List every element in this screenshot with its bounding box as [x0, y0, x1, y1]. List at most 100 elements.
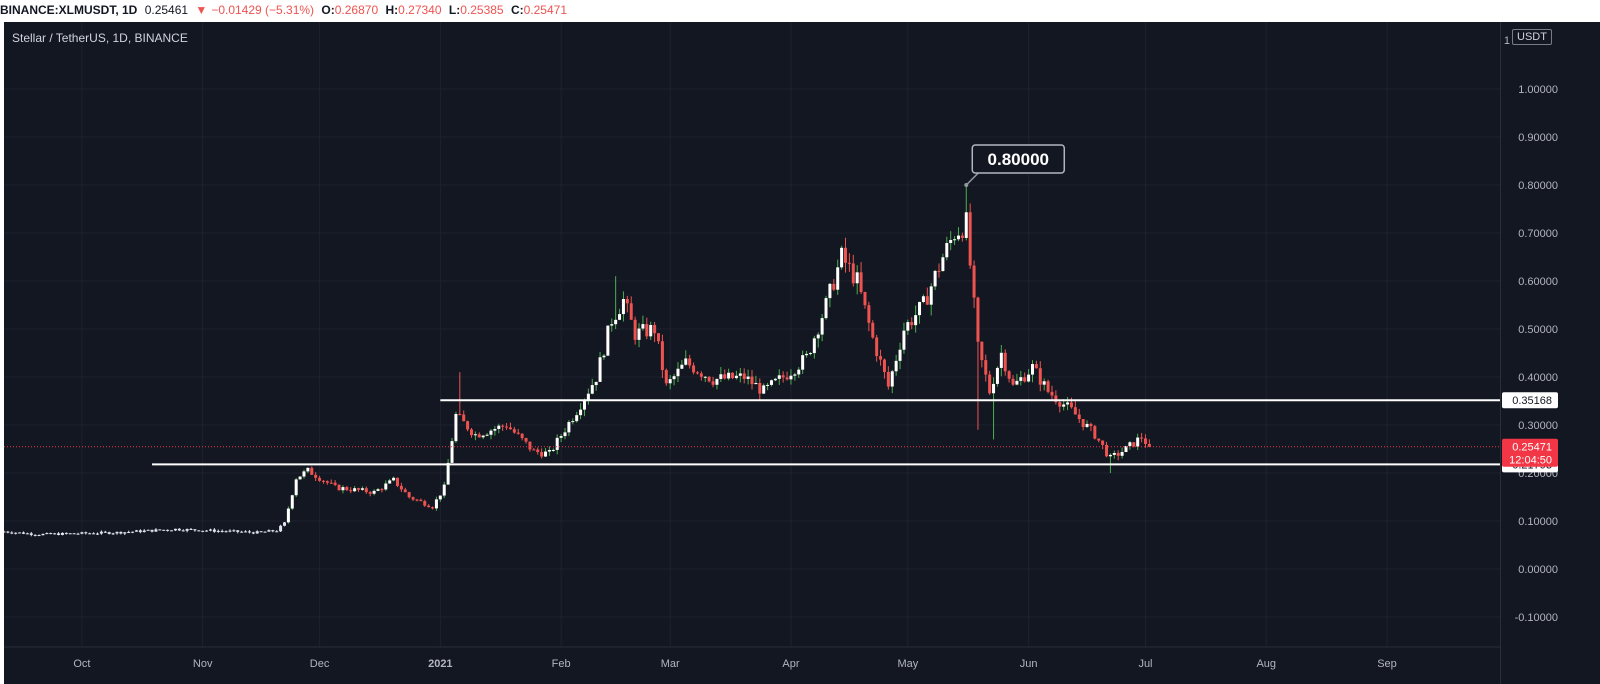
- candle-body: [325, 481, 329, 483]
- candle-body: [146, 529, 150, 531]
- candle-body: [976, 297, 980, 342]
- candle-body: [855, 272, 859, 284]
- candle-body: [271, 530, 275, 532]
- candle-body: [1031, 364, 1034, 375]
- price-chart-svg[interactable]: 1.00000 0.90000 0.80000 0.70000 0.60000 0.500…: [4, 22, 1600, 684]
- candle-body: [851, 263, 855, 284]
- y-tick-label: 0.90000: [1518, 132, 1558, 144]
- candle-body: [769, 380, 773, 385]
- countdown-label: 12:04:50: [1509, 455, 1552, 467]
- candle-body: [563, 432, 567, 437]
- candle-body: [18, 532, 22, 534]
- candle-body: [181, 530, 185, 532]
- candle-body: [921, 296, 925, 302]
- candle-body: [372, 490, 376, 494]
- candle-body: [103, 531, 107, 533]
- candle-body: [259, 531, 263, 533]
- annotation-text: 0.80000: [988, 150, 1049, 169]
- candle-body: [193, 529, 197, 531]
- open-value: 0.26870: [334, 3, 379, 17]
- high-value: 0.27340: [398, 3, 442, 17]
- candle-body: [123, 532, 127, 534]
- candle-body: [1101, 440, 1105, 445]
- candle-body: [847, 262, 851, 264]
- x-tick-label: May: [897, 658, 918, 670]
- candle-body: [111, 533, 115, 535]
- candle-body: [434, 499, 438, 509]
- candle-body: [415, 499, 419, 501]
- candle-body: [142, 530, 146, 533]
- candle-body: [575, 415, 579, 422]
- candle-body: [411, 497, 415, 500]
- candle-body: [910, 322, 914, 326]
- candle-body: [489, 430, 493, 435]
- y-tick-label: 0.00000: [1518, 564, 1558, 576]
- candle-body: [14, 532, 18, 534]
- candle-body: [407, 492, 411, 498]
- symbol-label[interactable]: BINANCE:XLMUSDT, 1D: [0, 3, 138, 17]
- candle-body: [454, 413, 458, 442]
- candle-body: [590, 385, 594, 394]
- candle-body: [10, 532, 14, 534]
- candle-body: [1069, 402, 1073, 408]
- y-tick-label: 0.10000: [1518, 516, 1558, 528]
- candle-body: [598, 357, 602, 382]
- candle-body: [1015, 380, 1019, 385]
- x-tick-label: Jun: [1020, 658, 1038, 670]
- currency-badge[interactable]: USDT: [1512, 29, 1552, 45]
- candle-body: [255, 531, 259, 534]
- candle-body: [49, 533, 53, 535]
- candle-body: [60, 532, 64, 535]
- candle-body: [427, 505, 431, 508]
- low-value: 0.25385: [460, 3, 504, 17]
- candle-body: [251, 532, 255, 534]
- x-tick-label: Dec: [310, 658, 330, 670]
- candle-body: [470, 429, 473, 436]
- candle-body: [879, 356, 883, 360]
- candle-body: [236, 530, 240, 532]
- candle-body: [882, 359, 886, 372]
- candle-body: [1023, 377, 1027, 382]
- candle-body: [945, 243, 949, 258]
- candle-body: [201, 530, 205, 532]
- price-axis[interactable]: [1500, 22, 1600, 684]
- candle-body: [505, 426, 509, 428]
- candle-body: [949, 240, 953, 244]
- candles-group: [4, 185, 1151, 537]
- candle-body: [614, 319, 618, 325]
- change-down-arrow-icon: ▼: [195, 3, 208, 17]
- candle-body: [1062, 404, 1066, 407]
- candle-body: [551, 449, 555, 451]
- candle-body: [579, 409, 583, 416]
- last-price-value: 0.25461: [144, 3, 189, 17]
- y-top-tick-label: 1: [1504, 35, 1510, 47]
- candle-body: [212, 529, 216, 532]
- candle-body: [306, 467, 310, 472]
- candle-body: [941, 257, 945, 272]
- candle-body: [902, 330, 906, 350]
- candle-body: [532, 449, 536, 451]
- candle-body: [840, 247, 844, 268]
- candle-body: [933, 270, 937, 287]
- candle-body: [571, 421, 575, 423]
- candle-body: [692, 365, 696, 373]
- candle-body: [80, 532, 84, 534]
- annotation-box: [971, 144, 1066, 174]
- change-value: −0.01429 (−5.31%): [211, 3, 315, 17]
- candle-body: [602, 355, 606, 358]
- candle-body: [208, 529, 212, 531]
- candle-body: [621, 299, 625, 315]
- chart-panel[interactable]: 1.00000 0.90000 0.80000 0.70000 0.60000 0.500…: [4, 22, 1600, 684]
- candle-body: [1066, 402, 1070, 405]
- candle-body: [999, 352, 1003, 368]
- candle-body: [419, 499, 423, 502]
- candle-body: [170, 530, 174, 532]
- candle-body: [1058, 402, 1062, 407]
- candle-body: [349, 490, 353, 492]
- candle-body: [582, 400, 586, 410]
- candle-body: [1112, 452, 1116, 455]
- candle-body: [1085, 423, 1089, 427]
- candle-body: [547, 450, 551, 452]
- candle-body: [158, 529, 162, 531]
- candle-body: [286, 508, 290, 523]
